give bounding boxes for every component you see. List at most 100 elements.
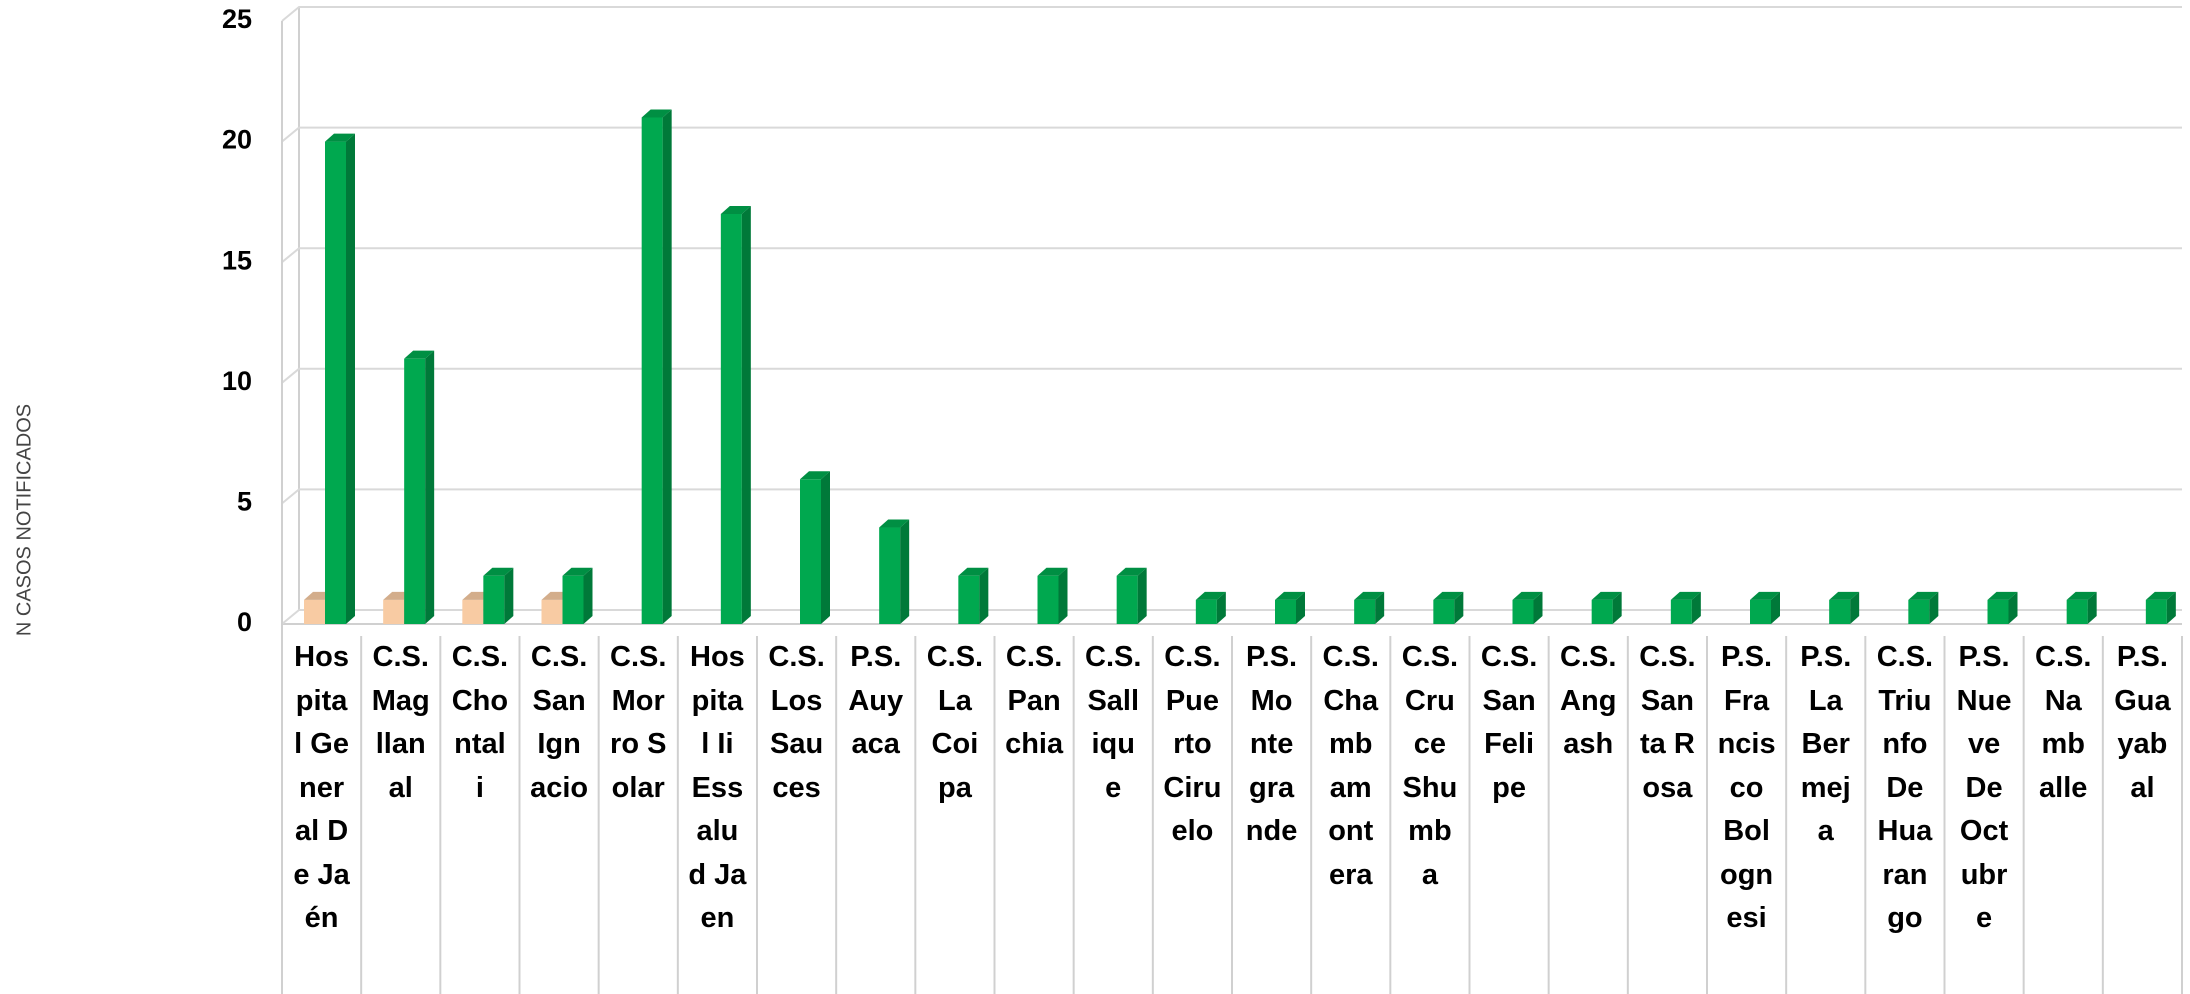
- x-tick-label: C.S. Sallique: [1085, 641, 1142, 804]
- grid-line: [281, 488, 2182, 505]
- bar: [1116, 567, 1147, 624]
- bar-side: [346, 133, 355, 624]
- y-tick-label: 15: [222, 245, 252, 275]
- bar-top: [1591, 591, 1622, 600]
- x-tick-label: C.S. Santa Rosa: [1639, 641, 1696, 804]
- bar-top: [879, 519, 910, 528]
- bar: [2145, 591, 2176, 624]
- bar-top: [800, 471, 830, 480]
- bar-side: [2087, 591, 2097, 624]
- bar-front: [1433, 599, 1455, 624]
- x-tick-label: C.S. La Coipa: [926, 641, 984, 804]
- bar-front: [304, 599, 325, 624]
- bar-side: [2166, 591, 2176, 624]
- bar-front: [1037, 575, 1059, 624]
- bar-top: [1908, 591, 1939, 600]
- bar-front: [1750, 599, 1771, 624]
- bar: [879, 519, 910, 624]
- bar-top: [1037, 567, 1068, 576]
- bar: [1037, 567, 1068, 624]
- bar-top: [1750, 591, 1780, 600]
- bar-front: [720, 213, 742, 624]
- grid-line: [281, 247, 2182, 263]
- bar-side: [821, 471, 830, 624]
- bar-top: [720, 205, 751, 214]
- bar-side: [1296, 591, 1305, 624]
- bar: [1750, 591, 1780, 624]
- bar-front: [1670, 599, 1692, 624]
- bar-front: [800, 479, 821, 624]
- bar-top: [1195, 591, 1226, 600]
- bar-side: [583, 567, 593, 624]
- y-tick-label: 10: [222, 366, 252, 396]
- x-tick-label: C.S. Morro Solar: [610, 641, 667, 804]
- bar-side: [1691, 591, 1701, 624]
- bar-front: [462, 599, 484, 624]
- bar-top: [325, 133, 355, 142]
- x-tick-label: C.S. Magllanal: [371, 641, 430, 804]
- bar-side: [662, 109, 672, 625]
- bar-top: [641, 109, 672, 118]
- bar: [1829, 591, 1860, 624]
- bar-top: [1670, 591, 1701, 600]
- x-tick-label: C.S. Chontali: [451, 641, 509, 804]
- bar-front: [1116, 575, 1138, 624]
- x-tick-label: Hospital General De Jaén: [293, 641, 350, 934]
- x-tick-label: C.S. Angash: [1560, 641, 1617, 760]
- bar-front: [879, 527, 901, 624]
- x-tick-label: P.S. Guayabal: [2114, 641, 2171, 804]
- bar: [1591, 591, 1622, 624]
- x-tick-label: C.S. Los Sauces: [768, 641, 825, 804]
- bar: [1354, 591, 1385, 624]
- bar-front: [641, 117, 663, 624]
- x-tick-label: C.S. San Ignacio: [530, 641, 589, 804]
- x-tick-label: P.S. Auyaca: [848, 641, 904, 760]
- bar-top: [1829, 591, 1860, 600]
- bar-front: [1354, 599, 1376, 624]
- bar-front: [2066, 599, 2088, 624]
- bar-front: [483, 575, 505, 624]
- bar-top: [1512, 591, 1543, 600]
- bar-side: [1533, 591, 1543, 624]
- bar-side: [1850, 591, 1860, 624]
- bar-front: [562, 575, 584, 624]
- bar: [1670, 591, 1701, 624]
- x-tick-label: P.S. Francisco Bolognesi: [1717, 641, 1776, 934]
- x-tick-label: C.S. Chambamontera: [1322, 641, 1379, 891]
- y-axis-label: N CASOS NOTIFICADOS: [13, 404, 35, 636]
- y-tick-label: 5: [237, 487, 252, 517]
- bar-side: [1771, 591, 1780, 624]
- bar-side: [1137, 567, 1147, 624]
- bar-front: [383, 599, 405, 624]
- bar-side: [2008, 591, 2018, 624]
- bar-top: [2066, 591, 2097, 600]
- bar-front: [958, 575, 980, 624]
- x-tick-label: P.S. La Bermeja: [1800, 641, 1852, 847]
- bar-side: [900, 519, 910, 624]
- x-tick-label: C.S. San Felipe: [1480, 641, 1538, 804]
- bar-front: [1829, 599, 1851, 624]
- bar-top: [1116, 567, 1147, 576]
- bar: [483, 567, 514, 624]
- x-tick-label: C.S. Panchia: [1005, 641, 1064, 760]
- bar-front: [1591, 599, 1613, 624]
- y-tick-label: 0: [237, 607, 252, 637]
- bar-top: [562, 567, 593, 576]
- bar-side: [1929, 591, 1939, 624]
- bar-side: [1454, 591, 1464, 624]
- bar: [800, 471, 830, 624]
- grid-line: [281, 367, 2182, 384]
- bar: [325, 133, 355, 624]
- bar: [720, 205, 751, 624]
- bar-side: [741, 205, 751, 624]
- bar-side: [504, 567, 514, 624]
- bar: [2066, 591, 2097, 624]
- bar-front: [1987, 599, 2009, 624]
- bar: [1987, 591, 2018, 624]
- bar: [1433, 591, 1464, 624]
- bar: [641, 109, 672, 625]
- x-tick-label: C.S. Cruce Shumba: [1401, 641, 1459, 891]
- bar-front: [1908, 599, 1930, 624]
